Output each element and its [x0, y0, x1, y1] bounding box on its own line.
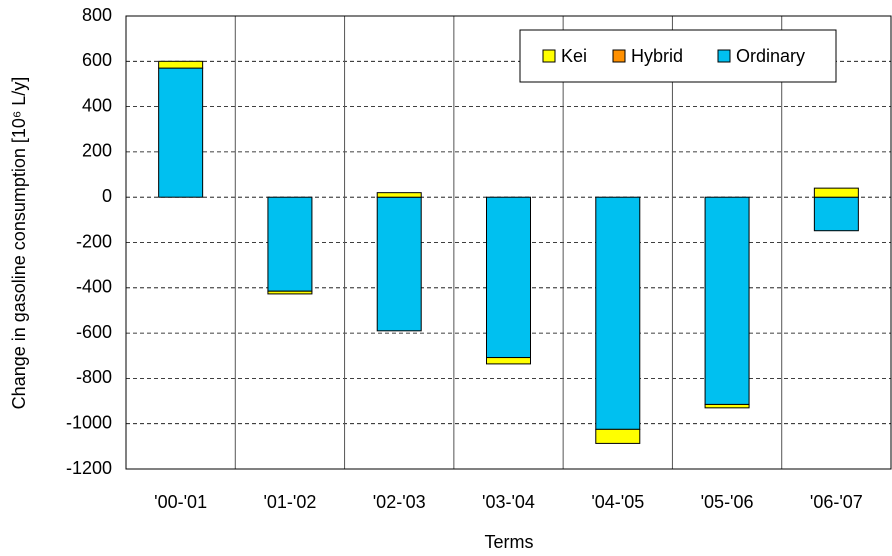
y-tick-label: 600: [82, 50, 112, 70]
y-tick-label: 0: [102, 186, 112, 206]
bar-segment: [595, 428, 641, 444]
y-tick-label: 200: [82, 141, 112, 161]
y-axis-label: Change in gasoline consumption [10⁶ L/y]: [9, 77, 29, 410]
bar-segment: [486, 357, 531, 365]
plot-border: [125, 15, 892, 470]
legend-swatch: [542, 49, 556, 63]
bar-segment: [704, 196, 750, 405]
bar-segment: [813, 196, 859, 232]
x-tick-label: '01-'02: [263, 492, 316, 512]
bar-segment: [158, 67, 204, 198]
bar-segment: [158, 60, 204, 69]
bar-segment: [267, 290, 313, 295]
y-tick-label: -200: [76, 231, 112, 251]
bar-segment: [267, 196, 313, 292]
x-tick-label: '06-'07: [810, 492, 863, 512]
x-tick-label: '00-'01: [154, 492, 207, 512]
y-tick-label: -1200: [66, 458, 112, 478]
bar-segment: [486, 196, 531, 359]
y-tick-label: 400: [82, 95, 112, 115]
legend-box: [519, 29, 837, 83]
y-tick-label: -600: [76, 322, 112, 342]
y-tick-label: 800: [82, 5, 112, 25]
legend-swatch: [612, 49, 626, 63]
legend-label: Ordinary: [736, 46, 805, 66]
legend-swatch: [717, 49, 731, 63]
x-tick-label: '03-'04: [482, 492, 535, 512]
y-tick-label: -1000: [66, 412, 112, 432]
x-axis-label: Terms: [485, 532, 534, 552]
x-tick-label: '02-'03: [373, 492, 426, 512]
x-tick-label: '04-'05: [591, 492, 644, 512]
legend-label: Hybrid: [631, 46, 683, 66]
y-tick-label: -800: [76, 367, 112, 387]
bar-segment: [704, 403, 750, 409]
legend-label: Kei: [561, 46, 587, 66]
bar-segment: [376, 196, 422, 332]
bar-segment: [595, 196, 641, 430]
x-tick-label: '05-'06: [701, 492, 754, 512]
bar-segment: [813, 187, 859, 198]
bar-segment: [376, 192, 422, 198]
y-tick-label: -400: [76, 277, 112, 297]
